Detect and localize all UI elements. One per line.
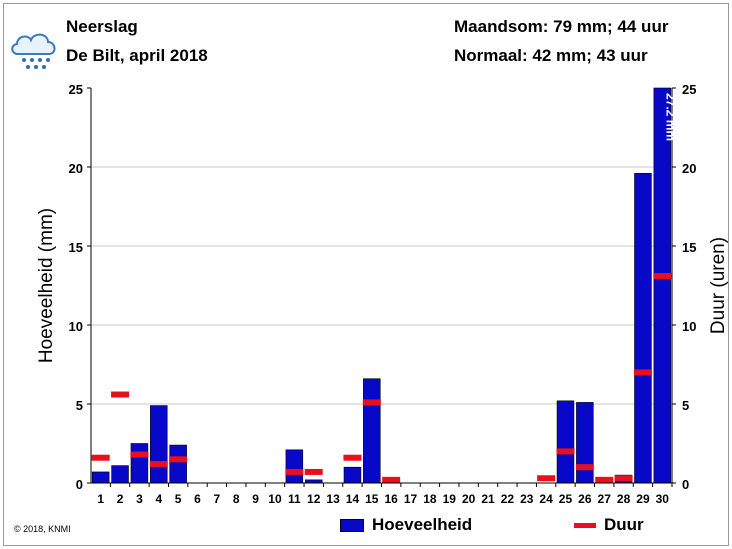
x-tick-label: 16 xyxy=(385,492,399,506)
y2-tick-label: 15 xyxy=(682,240,696,255)
y2-tick-label: 10 xyxy=(682,319,696,334)
x-tick-label: 29 xyxy=(636,492,650,506)
duration-marker-day-2 xyxy=(111,391,130,398)
bar-day-5 xyxy=(169,444,187,484)
legend-amount-swatch xyxy=(340,518,364,532)
x-tick-label: 24 xyxy=(539,492,553,506)
x-tick-label: 18 xyxy=(423,492,437,506)
x-tick-label: 1 xyxy=(97,492,104,506)
rain-cloud-icon xyxy=(11,33,56,69)
bar-day-14 xyxy=(343,466,362,484)
y-tick-label: 15 xyxy=(69,240,83,255)
normal-text: Normaal: 42 mm; 43 uur xyxy=(454,46,648,65)
x-tick-label: 15 xyxy=(365,492,379,506)
x-tick-label: 9 xyxy=(252,492,259,506)
x-tick-label: 20 xyxy=(462,492,476,506)
x-tick-label: 12 xyxy=(307,492,321,506)
bar-day-30 xyxy=(653,87,672,484)
x-tick-label: 30 xyxy=(656,492,670,506)
x-tick-label: 10 xyxy=(268,492,282,506)
duration-marker-day-24 xyxy=(537,475,556,482)
legend-duration: Duur xyxy=(574,515,644,535)
duration-marker-day-15 xyxy=(362,399,381,406)
x-tick-label: 17 xyxy=(404,492,418,506)
chart-subtitle: De Bilt, april 2018 xyxy=(66,46,208,65)
legend-duration-swatch xyxy=(574,522,596,528)
duration-marker-day-14 xyxy=(343,454,362,461)
x-tick-label: 3 xyxy=(136,492,143,506)
y-tick-label: 20 xyxy=(69,161,83,176)
y-tick-label: 5 xyxy=(76,398,83,413)
bar-day-11 xyxy=(285,449,304,484)
x-tick-label: 6 xyxy=(194,492,201,506)
x-tick-label: 2 xyxy=(117,492,124,506)
bar-day-4 xyxy=(150,405,168,484)
y-tick-label: 10 xyxy=(69,319,83,334)
duration-marker-day-4 xyxy=(149,461,168,468)
x-tick-label: 26 xyxy=(578,492,592,506)
bar-day-1 xyxy=(91,471,110,484)
legend-amount-label: Hoeveelheid xyxy=(372,515,473,534)
duration-marker-day-12 xyxy=(304,468,323,475)
x-tick-label: 22 xyxy=(501,492,515,506)
bar-day-26 xyxy=(576,402,594,484)
x-tick-label: 8 xyxy=(233,492,240,506)
y2-axis-title: Duur (uren) xyxy=(708,237,729,334)
duration-marker-day-30 xyxy=(653,273,672,280)
bar-day-3 xyxy=(130,443,149,484)
chart-title: Neerslag xyxy=(66,17,138,36)
bar-day-25 xyxy=(556,400,575,484)
duration-marker-day-29 xyxy=(633,369,652,376)
month-sum-text: Maandsom: 79 mm; 44 uur xyxy=(454,17,669,36)
x-tick-label: 7 xyxy=(214,492,221,506)
y-tick-label: 0 xyxy=(76,477,83,492)
duration-marker-day-25 xyxy=(556,448,575,455)
x-tick-label: 11 xyxy=(288,492,301,506)
x-tick-label: 19 xyxy=(443,492,457,506)
duration-marker-day-26 xyxy=(575,464,594,471)
bar-day-29 xyxy=(634,173,652,484)
bar-day-2 xyxy=(111,465,129,484)
y2-tick-label: 20 xyxy=(682,161,696,176)
legend-amount: Hoeveelheid xyxy=(340,515,472,535)
y-tick-label: 25 xyxy=(69,82,83,97)
x-tick-label: 25 xyxy=(559,492,573,506)
duration-marker-day-5 xyxy=(169,456,188,463)
x-tick-label: 23 xyxy=(520,492,534,506)
duration-marker-day-11 xyxy=(285,468,304,475)
y2-tick-label: 5 xyxy=(682,398,689,413)
copyright-text: © 2018, KNMI xyxy=(14,524,71,534)
x-tick-label: 14 xyxy=(346,492,360,506)
x-tick-label: 5 xyxy=(175,492,182,506)
duration-marker-day-1 xyxy=(91,454,110,461)
duration-marker-day-16 xyxy=(382,476,401,483)
bar-day-15 xyxy=(363,378,381,484)
duration-marker-day-3 xyxy=(130,451,149,458)
duration-marker-day-27 xyxy=(595,476,614,483)
y2-tick-label: 0 xyxy=(682,477,689,492)
x-tick-label: 4 xyxy=(155,492,162,506)
x-tick-label: 13 xyxy=(326,492,340,506)
plot-area xyxy=(91,88,672,483)
x-tick-label: 28 xyxy=(617,492,631,506)
y2-tick-label: 25 xyxy=(682,82,696,97)
duration-marker-day-28 xyxy=(614,475,633,482)
x-tick-label: 27 xyxy=(598,492,612,506)
x-tick-label: 21 xyxy=(481,492,495,506)
y-axis-title: Hoeveelheid (mm) xyxy=(36,208,57,363)
legend-duration-label: Duur xyxy=(604,515,644,534)
bar-annotation: 27.2 mm xyxy=(663,93,677,141)
